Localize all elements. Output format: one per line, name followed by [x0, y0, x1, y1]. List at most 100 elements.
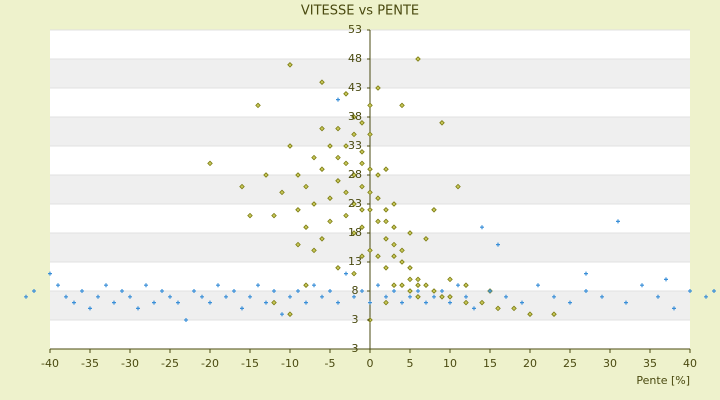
point: [304, 300, 308, 305]
y-tick-label: 3: [352, 313, 359, 326]
point: [423, 236, 429, 242]
y-tick-label: 48: [348, 52, 362, 65]
point: [367, 166, 373, 172]
point: [184, 318, 188, 322]
point: [168, 294, 172, 299]
point: [551, 311, 557, 317]
point: [271, 212, 277, 219]
point: [48, 271, 52, 276]
point: [375, 172, 381, 178]
point: [136, 306, 140, 311]
point: [295, 172, 301, 178]
point: [351, 270, 357, 277]
y-tick-label: 53: [348, 23, 362, 36]
x-tick-label: -15: [241, 357, 259, 370]
point: [672, 306, 676, 311]
point: [367, 207, 373, 213]
point: [383, 218, 389, 225]
point: [351, 114, 357, 120]
point: [351, 131, 357, 138]
point: [303, 282, 309, 288]
point: [383, 236, 389, 242]
point: [120, 289, 124, 293]
point: [439, 294, 445, 300]
point: [343, 212, 349, 219]
x-tick-label: 5: [407, 357, 414, 370]
point: [375, 195, 381, 201]
point: [343, 160, 349, 167]
point: [351, 230, 357, 236]
point: [336, 97, 340, 102]
point: [367, 102, 373, 109]
x-axis-label: Pente [%]: [636, 374, 690, 387]
point: [399, 282, 405, 288]
y-tick-label: 28: [348, 168, 362, 181]
point: [295, 207, 301, 213]
point: [367, 131, 373, 138]
point: [328, 289, 332, 293]
point: [463, 299, 469, 306]
point: [192, 289, 196, 293]
point: [207, 160, 213, 167]
chart-title: VITESSE vs PENTE: [301, 4, 419, 19]
point: [704, 294, 708, 299]
point: [368, 300, 372, 305]
point: [408, 294, 412, 299]
point: [335, 265, 341, 271]
point: [391, 282, 397, 288]
point: [352, 294, 356, 299]
x-tick-label: 0: [367, 357, 374, 370]
point: [239, 183, 245, 190]
point: [584, 271, 588, 276]
point: [232, 289, 236, 293]
point: [319, 125, 325, 132]
point: [600, 294, 604, 299]
point: [288, 294, 292, 299]
point: [375, 253, 381, 259]
point: [335, 178, 341, 184]
y-tick-label: 8: [352, 284, 359, 297]
x-tick-label: -25: [161, 357, 179, 370]
point: [351, 172, 357, 178]
point: [480, 225, 484, 230]
point: [271, 299, 277, 306]
point: [264, 300, 268, 305]
point: [375, 218, 381, 225]
x-tick-label: 35: [643, 357, 657, 370]
point: [504, 294, 508, 299]
point: [303, 224, 309, 230]
point: [511, 305, 517, 312]
point: [416, 289, 420, 293]
point: [440, 289, 444, 293]
point: [327, 218, 333, 225]
point: [656, 294, 660, 299]
point: [248, 294, 252, 299]
point: [624, 300, 628, 305]
point: [383, 207, 389, 213]
x-tick-label: 25: [563, 357, 577, 370]
point: [224, 294, 228, 299]
point: [200, 294, 204, 299]
point: [327, 195, 333, 201]
point: [520, 300, 524, 305]
point: [287, 143, 293, 149]
point: [64, 294, 68, 299]
point: [359, 224, 365, 230]
x-tick-label: -5: [325, 357, 336, 370]
point: [407, 288, 413, 294]
x-tick-label: -30: [121, 357, 139, 370]
point: [407, 265, 413, 271]
point: [96, 294, 100, 299]
point: [384, 294, 388, 299]
point: [327, 143, 333, 149]
point: [335, 125, 341, 132]
point: [712, 289, 716, 293]
point: [432, 294, 436, 299]
point: [112, 300, 116, 305]
point: [80, 289, 84, 293]
y-tick-label: 33: [348, 139, 362, 152]
point: [664, 277, 668, 282]
y-tick-label: 18: [348, 226, 362, 239]
point: [616, 219, 620, 224]
point: [424, 300, 428, 305]
